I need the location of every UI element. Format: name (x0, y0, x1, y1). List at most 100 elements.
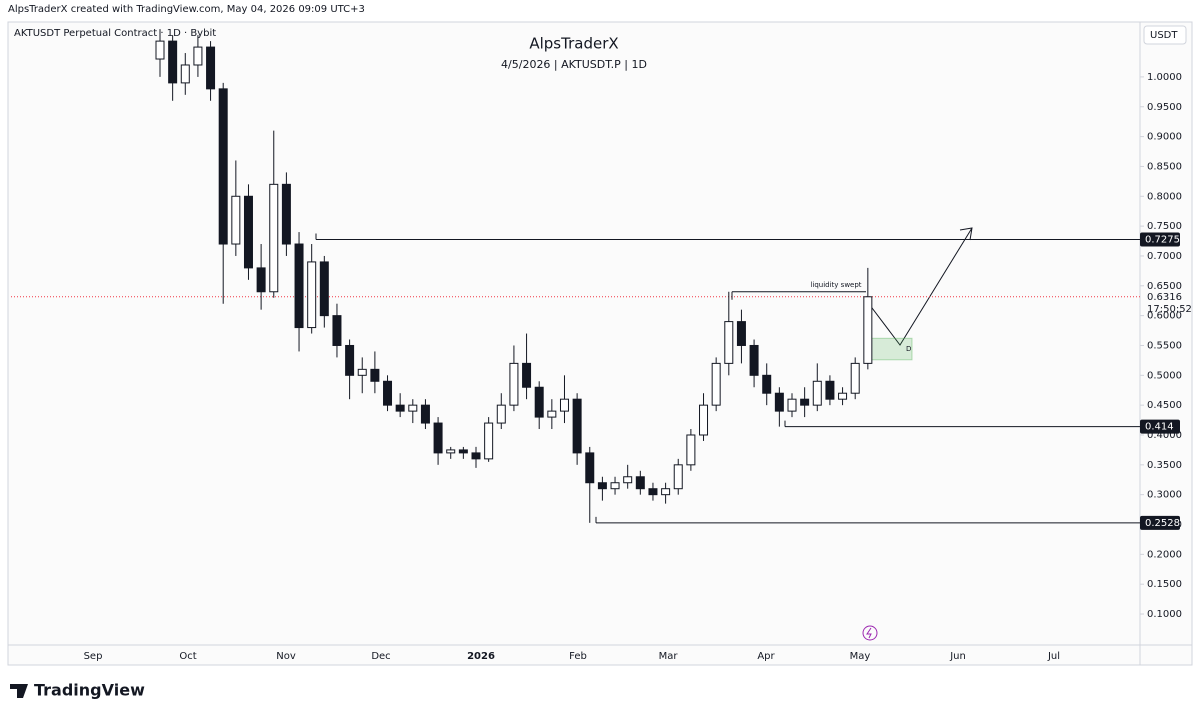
candle-body (294, 243, 304, 329)
candle-body (307, 261, 317, 329)
candle-body (648, 488, 658, 496)
y-tick-label: 0.9500 (1147, 102, 1182, 113)
projection-arrow (865, 227, 973, 346)
candle-body (446, 449, 456, 454)
y-tick-label: 0.1500 (1147, 579, 1182, 590)
candle-body (800, 398, 810, 406)
candle-body (332, 315, 342, 346)
candle-body (206, 46, 216, 90)
candle-body (812, 380, 822, 406)
y-tick-label: 0.6500 (1147, 281, 1182, 292)
candle-body (610, 482, 620, 490)
candle-body (863, 296, 873, 364)
candle-body (749, 344, 759, 376)
candle-body (383, 380, 393, 406)
candle-body (484, 422, 494, 460)
x-tick-label: Nov (276, 651, 296, 662)
subtitle: 4/5/2026 | AKTUSDT.P | 1D (501, 58, 647, 71)
candle-body (736, 321, 746, 346)
candle-body (623, 476, 633, 484)
level-label-box (1140, 515, 1180, 530)
candle-body (345, 344, 355, 376)
y-tick-label: 1.0000 (1147, 72, 1182, 83)
candle-body (585, 452, 595, 484)
y-tick-label: 0.8000 (1147, 191, 1182, 202)
candle-body (471, 452, 481, 460)
event-icon-bolt (866, 627, 872, 639)
candle-body (724, 321, 734, 364)
y-tick-label: 0.1000 (1147, 609, 1182, 620)
level-label: 0.414 (1145, 422, 1174, 433)
candle-body (256, 267, 266, 293)
candle-body (572, 398, 582, 454)
countdown: 17:50:52 (1147, 304, 1192, 315)
candle-body (597, 482, 607, 490)
candle-body (168, 40, 178, 84)
event-icon[interactable] (862, 625, 878, 641)
candle-body (825, 380, 835, 400)
candle-body (686, 434, 696, 466)
candle-body (458, 449, 468, 454)
x-tick-label: May (850, 651, 871, 662)
candle-body (319, 261, 329, 317)
candle-body (269, 183, 279, 293)
candle-body (433, 422, 443, 454)
candle-body (509, 362, 519, 406)
candle-body (218, 88, 228, 245)
candle-body (850, 362, 860, 394)
candle-body (281, 183, 291, 245)
title: AlpsTraderX (529, 35, 618, 53)
plot: liquidity swept D (9, 29, 1140, 524)
y-tick-label: 0.8500 (1147, 161, 1182, 172)
annotation-text: liquidity swept (810, 281, 861, 289)
y-tick-label: 0.6000 (1147, 311, 1182, 322)
header: AlpsTraderX created with TradingView.com… (8, 4, 365, 15)
y-tick-label: 0.3500 (1147, 460, 1182, 471)
x-tick-label: 2026 (467, 651, 495, 662)
y-tick-label: 0.4500 (1147, 400, 1182, 411)
candle-body (522, 362, 532, 388)
candle-body (395, 404, 405, 412)
candle-body (243, 195, 253, 269)
y-tick-label: 0.2000 (1147, 549, 1182, 560)
chart-frame (7, 21, 1193, 666)
symbol: AKTUSDT Perpetual Contract · 1D · Bybit (14, 28, 216, 39)
x-tick-label: Oct (179, 651, 196, 662)
currency-box[interactable] (1143, 25, 1187, 45)
y-tick-label: 0.4000 (1147, 430, 1182, 441)
y-tick-label: 0.7000 (1147, 251, 1182, 262)
candle-body (180, 64, 190, 84)
candle-body (673, 464, 683, 490)
brand-logo (10, 684, 28, 698)
currency[interactable]: USDT (1150, 30, 1178, 41)
level-label-box (1140, 419, 1180, 434)
candle-body (774, 392, 784, 412)
brand: TradingView (34, 681, 145, 700)
candle-body (420, 404, 430, 424)
level-label-box (1140, 232, 1180, 247)
zone-label: D (906, 345, 911, 353)
candle-body (762, 374, 772, 394)
candle-body (547, 410, 557, 418)
candle-body (838, 392, 848, 400)
last-price-label: 0.6316 (1147, 292, 1182, 303)
candle-body (496, 404, 506, 424)
y-tick-label: 0.5500 (1147, 340, 1182, 351)
candle-body (370, 368, 380, 382)
level-label: 0.7275 (1145, 235, 1180, 246)
x-tick-label: Jul (1047, 651, 1060, 662)
candle-body (699, 404, 709, 436)
level-label: 0.2528 (1145, 518, 1180, 529)
candle-body (155, 40, 165, 60)
candle-body (559, 398, 569, 412)
candle-body (408, 404, 418, 412)
candle-body (231, 195, 241, 245)
x-tick-label: Feb (569, 651, 587, 662)
y-tick-label: 0.3000 (1147, 490, 1182, 501)
x-tick-label: Dec (371, 651, 390, 662)
y-tick-label: 0.9000 (1147, 132, 1182, 143)
candle-body (534, 386, 544, 418)
candle-body (357, 368, 367, 376)
